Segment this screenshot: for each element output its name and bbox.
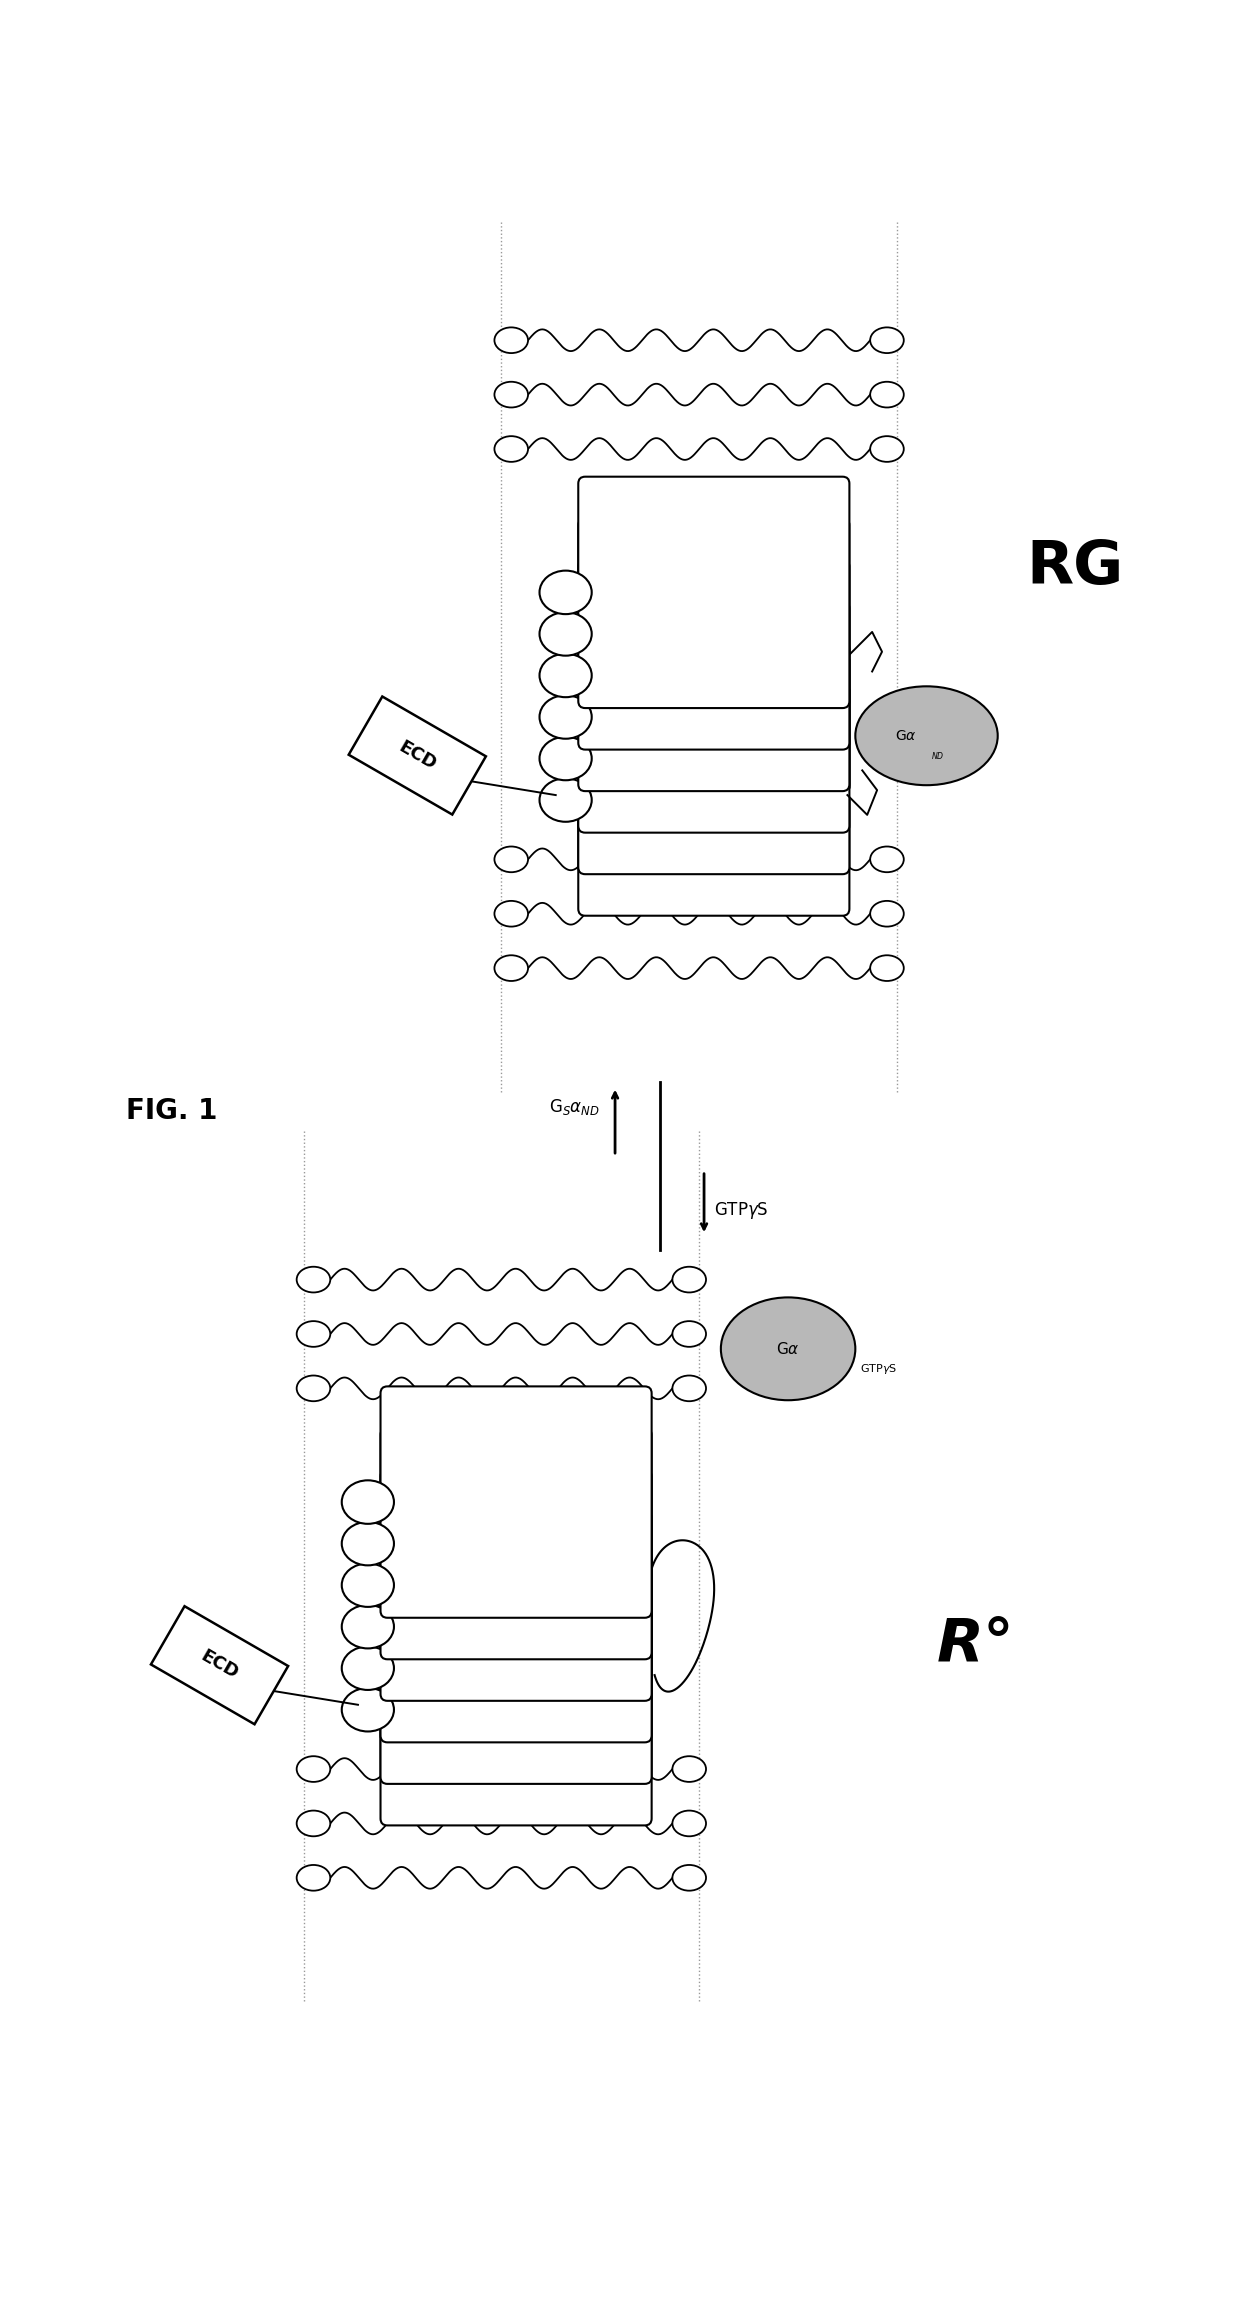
- Ellipse shape: [296, 1266, 330, 1292]
- FancyBboxPatch shape: [578, 684, 849, 915]
- Ellipse shape: [539, 696, 591, 740]
- Ellipse shape: [342, 1562, 394, 1606]
- Ellipse shape: [870, 381, 904, 407]
- FancyBboxPatch shape: [578, 518, 849, 749]
- Text: G$\alpha$: G$\alpha$: [895, 728, 916, 742]
- Ellipse shape: [672, 1810, 706, 1837]
- FancyBboxPatch shape: [381, 1511, 652, 1742]
- Ellipse shape: [495, 954, 528, 980]
- Text: GTP$\gamma$S: GTP$\gamma$S: [861, 1361, 898, 1375]
- FancyBboxPatch shape: [348, 696, 486, 813]
- Ellipse shape: [342, 1687, 394, 1731]
- Ellipse shape: [342, 1523, 394, 1565]
- FancyBboxPatch shape: [151, 1606, 288, 1724]
- FancyBboxPatch shape: [381, 1553, 652, 1784]
- FancyBboxPatch shape: [578, 601, 849, 832]
- Ellipse shape: [870, 328, 904, 354]
- Ellipse shape: [495, 901, 528, 927]
- Ellipse shape: [296, 1756, 330, 1782]
- Ellipse shape: [672, 1266, 706, 1292]
- FancyBboxPatch shape: [381, 1595, 652, 1826]
- Ellipse shape: [539, 654, 591, 698]
- Text: ECD: ECD: [197, 1648, 242, 1682]
- Text: ECD: ECD: [396, 737, 439, 774]
- Ellipse shape: [672, 1375, 706, 1400]
- Ellipse shape: [296, 1375, 330, 1400]
- Ellipse shape: [672, 1756, 706, 1782]
- Text: FIG. 1: FIG. 1: [125, 1098, 217, 1125]
- Text: R°: R°: [937, 1615, 1014, 1675]
- Text: GTP$\gamma$S: GTP$\gamma$S: [714, 1199, 769, 1220]
- Ellipse shape: [342, 1645, 394, 1689]
- Ellipse shape: [539, 779, 591, 823]
- Text: G$_S\alpha_{ND}$: G$_S\alpha_{ND}$: [549, 1095, 600, 1116]
- FancyBboxPatch shape: [381, 1387, 652, 1618]
- Ellipse shape: [870, 437, 904, 462]
- Ellipse shape: [296, 1865, 330, 1890]
- Ellipse shape: [296, 1322, 330, 1347]
- Polygon shape: [847, 631, 882, 673]
- Text: G$\alpha$: G$\alpha$: [776, 1340, 800, 1357]
- Ellipse shape: [495, 381, 528, 407]
- Ellipse shape: [296, 1810, 330, 1837]
- Ellipse shape: [495, 328, 528, 354]
- FancyBboxPatch shape: [381, 1470, 652, 1701]
- Ellipse shape: [495, 846, 528, 871]
- Ellipse shape: [870, 954, 904, 980]
- Ellipse shape: [342, 1481, 394, 1523]
- Ellipse shape: [539, 612, 591, 656]
- Text: RG: RG: [1027, 538, 1123, 596]
- Ellipse shape: [720, 1296, 856, 1400]
- Polygon shape: [847, 770, 877, 816]
- Ellipse shape: [495, 437, 528, 462]
- Ellipse shape: [539, 571, 591, 615]
- FancyBboxPatch shape: [578, 559, 849, 790]
- Ellipse shape: [672, 1865, 706, 1890]
- Ellipse shape: [672, 1322, 706, 1347]
- Ellipse shape: [342, 1604, 394, 1648]
- Ellipse shape: [870, 901, 904, 927]
- FancyBboxPatch shape: [381, 1428, 652, 1659]
- Ellipse shape: [539, 737, 591, 781]
- Ellipse shape: [856, 686, 998, 786]
- Text: $_{ND}$: $_{ND}$: [931, 751, 945, 763]
- FancyBboxPatch shape: [578, 476, 849, 707]
- Ellipse shape: [870, 846, 904, 871]
- FancyBboxPatch shape: [578, 642, 849, 874]
